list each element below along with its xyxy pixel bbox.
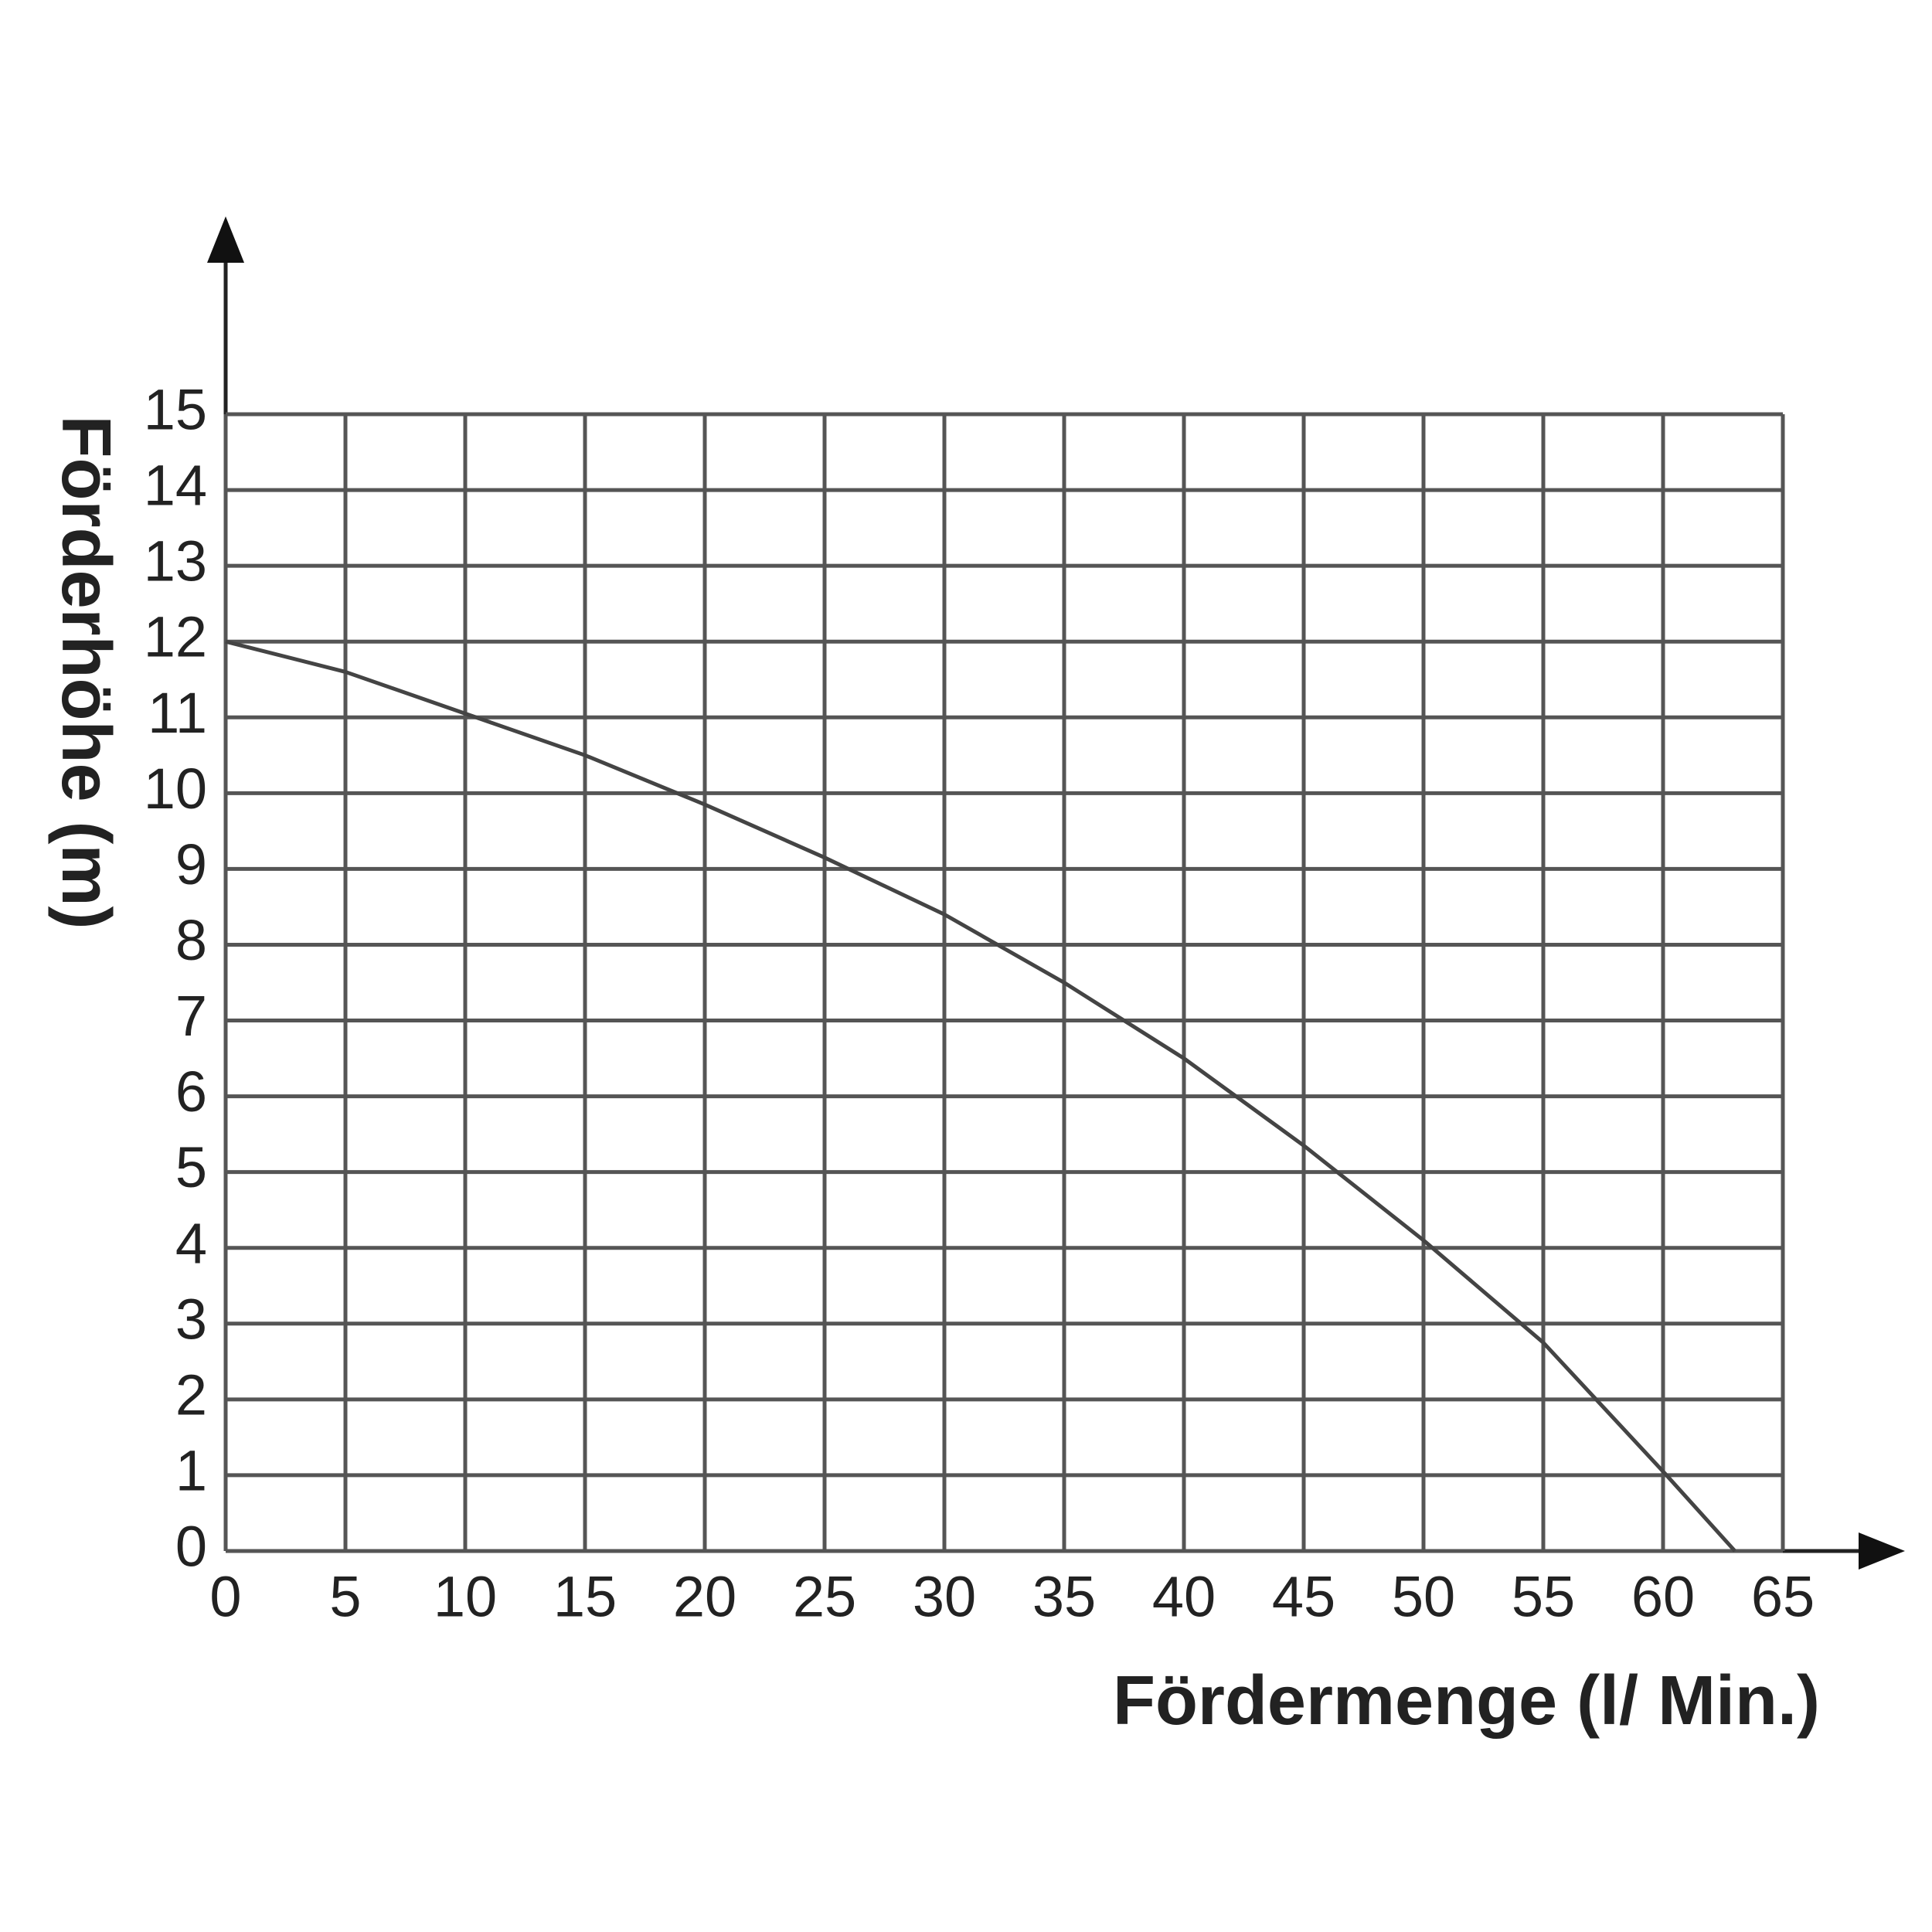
y-tick-label: 8 <box>175 908 207 972</box>
y-tick-label: 5 <box>175 1135 207 1199</box>
y-tick-label: 10 <box>144 757 207 821</box>
x-tick-label: 40 <box>1152 1565 1216 1629</box>
x-tick-label: 20 <box>673 1565 736 1629</box>
x-tick-label: 15 <box>553 1565 617 1629</box>
x-tick-label: 30 <box>913 1565 976 1629</box>
y-tick-label: 0 <box>175 1515 207 1579</box>
x-tick-label: 0 <box>209 1565 241 1629</box>
y-axis-title: Förderhöhe (m) <box>47 416 124 930</box>
y-tick-label: 9 <box>175 832 207 896</box>
y-tick-label: 6 <box>175 1060 207 1124</box>
data-line <box>225 639 1736 1553</box>
y-tick-label: 7 <box>175 984 207 1048</box>
y-tick-label: 12 <box>144 605 207 669</box>
y-tick-label: 13 <box>144 529 207 594</box>
x-tick-label: 50 <box>1392 1565 1455 1629</box>
y-tick-label: 11 <box>148 681 207 745</box>
y-tick-label: 14 <box>144 454 207 518</box>
y-tick-label: 1 <box>175 1438 207 1502</box>
x-tick-label: 55 <box>1512 1565 1575 1629</box>
x-tick-label: 45 <box>1272 1565 1335 1629</box>
x-tick-label: 5 <box>329 1565 361 1629</box>
y-tick-label: 3 <box>175 1287 207 1351</box>
x-tick-label: 65 <box>1751 1565 1815 1629</box>
x-tick-label: 60 <box>1631 1565 1695 1629</box>
x-tick-label: 25 <box>793 1565 856 1629</box>
y-tick-label: 4 <box>175 1211 207 1275</box>
y-tick-label: 15 <box>144 378 207 442</box>
y-tick-label: 2 <box>175 1362 207 1427</box>
x-tick-label: 35 <box>1032 1565 1096 1629</box>
x-axis-arrow <box>1859 1532 1905 1570</box>
x-axis-title: Fördermenge (l/ Min.) <box>1113 1662 1820 1740</box>
x-tick-label: 10 <box>434 1565 497 1629</box>
y-axis-arrow <box>207 216 244 263</box>
